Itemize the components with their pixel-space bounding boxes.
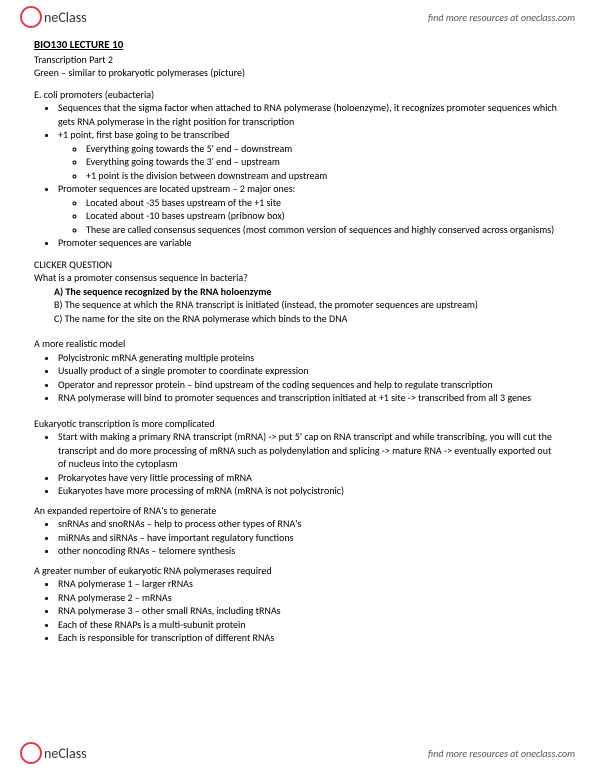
list-item: Prokaryotes have very little processing … xyxy=(58,471,561,485)
euk-list: Start with making a primary RNA transcri… xyxy=(34,430,561,498)
clicker-section: CLICKER QUESTION What is a promoter cons… xyxy=(34,258,561,326)
doc-title: BIO130 LECTURE 10 xyxy=(34,38,561,53)
list-item: snRNAs and snoRNAs – help to process oth… xyxy=(58,517,561,531)
list-item: RNA polymerase 2 – mRNAs xyxy=(58,591,561,605)
sublist: Located about -35 bases upstream of the … xyxy=(58,196,561,237)
sublist: Everything going towards the 5' end – do… xyxy=(58,142,561,183)
ecoli-heading: E. coli promoters (eubacteria) xyxy=(34,88,561,102)
option-c: C) The name for the site on the RNA poly… xyxy=(34,312,561,326)
footer-tagline: find more resources at oneclass.com xyxy=(428,747,575,760)
ecoli-list: Sequences that the sigma factor when att… xyxy=(34,101,561,250)
brand-logo-footer: neClass xyxy=(20,742,87,764)
list-item: Eukaryotes have more processing of mRNA … xyxy=(58,484,561,498)
clicker-question: What is a promoter consensus sequence in… xyxy=(34,271,561,285)
brand-name: neClass xyxy=(44,9,87,26)
list-item: Each of these RNAPs is a multi-subunit p… xyxy=(58,618,561,632)
euk-heading: Eukaryotic transcription is more complic… xyxy=(34,417,561,431)
option-label: B) xyxy=(54,298,62,311)
list-item: These are called consensus sequences (mo… xyxy=(86,223,561,237)
list-item: other noncoding RNAs – telomere synthesi… xyxy=(58,544,561,558)
option-text: The sequence at which the RNA transcript… xyxy=(65,298,478,311)
list-item: Operator and repressor protein – bind up… xyxy=(58,378,561,392)
expanded-heading: An expanded repertoire of RNA's to gener… xyxy=(34,504,561,518)
item-text: +1 point, first base going to be transcr… xyxy=(58,128,229,141)
document-content: BIO130 LECTURE 10 Transcription Part 2 G… xyxy=(0,34,595,685)
logo-circle-icon xyxy=(20,742,42,764)
list-item: RNA polymerase will bind to promoter seq… xyxy=(58,391,561,405)
header-tagline: find more resources at oneclass.com xyxy=(428,11,575,24)
option-b: B) The sequence at which the RNA transcr… xyxy=(34,298,561,312)
list-item: Located about -35 bases upstream of the … xyxy=(86,196,561,210)
list-item: Sequences that the sigma factor when att… xyxy=(58,101,561,128)
list-item: Polycistronic mRNA generating multiple p… xyxy=(58,351,561,365)
realistic-heading: A more realistic model xyxy=(34,337,561,351)
list-item: Start with making a primary RNA transcri… xyxy=(58,430,561,471)
item-text: Promoter sequences are located upstream … xyxy=(58,182,295,195)
list-item: Usually product of a single promoter to … xyxy=(58,364,561,378)
clicker-heading: CLICKER QUESTION xyxy=(34,258,561,272)
option-text: The name for the site on the RNA polymer… xyxy=(65,312,348,325)
green-note: Green – similar to prokaryotic polymeras… xyxy=(34,66,561,80)
greater-list: RNA polymerase 1 – larger rRNAs RNA poly… xyxy=(34,577,561,645)
logo-circle-icon xyxy=(20,6,42,28)
greater-heading: A greater number of eukaryotic RNA polym… xyxy=(34,564,561,578)
option-a: A) The sequence recognized by the RNA ho… xyxy=(34,285,561,299)
list-item: Each is responsible for transcription of… xyxy=(58,631,561,645)
page-header: neClass find more resources at oneclass.… xyxy=(0,0,595,34)
list-item: RNA polymerase 1 – larger rRNAs xyxy=(58,577,561,591)
expanded-list: snRNAs and snoRNAs – help to process oth… xyxy=(34,517,561,558)
option-text: The sequence recognized by the RNA holoe… xyxy=(65,285,271,298)
list-item: miRNAs and siRNAs – have important regul… xyxy=(58,531,561,545)
list-item: Everything going towards the 3' end – up… xyxy=(86,155,561,169)
option-label: A) xyxy=(54,285,63,298)
list-item: Located about -10 bases upstream (pribno… xyxy=(86,209,561,223)
brand-name-footer: neClass xyxy=(44,745,87,762)
page-footer: neClass find more resources at oneclass.… xyxy=(0,736,595,770)
list-item: Promoter sequences are variable xyxy=(58,236,561,250)
list-item: +1 point is the division between downstr… xyxy=(86,169,561,183)
list-item: Everything going towards the 5' end – do… xyxy=(86,142,561,156)
list-item: RNA polymerase 3 – other small RNAs, inc… xyxy=(58,604,561,618)
brand-logo: neClass xyxy=(20,6,87,28)
option-label: C) xyxy=(54,312,62,325)
list-item: Promoter sequences are located upstream … xyxy=(58,182,561,236)
list-item: +1 point, first base going to be transcr… xyxy=(58,128,561,182)
doc-subtitle: Transcription Part 2 xyxy=(34,53,561,67)
realistic-list: Polycistronic mRNA generating multiple p… xyxy=(34,351,561,405)
